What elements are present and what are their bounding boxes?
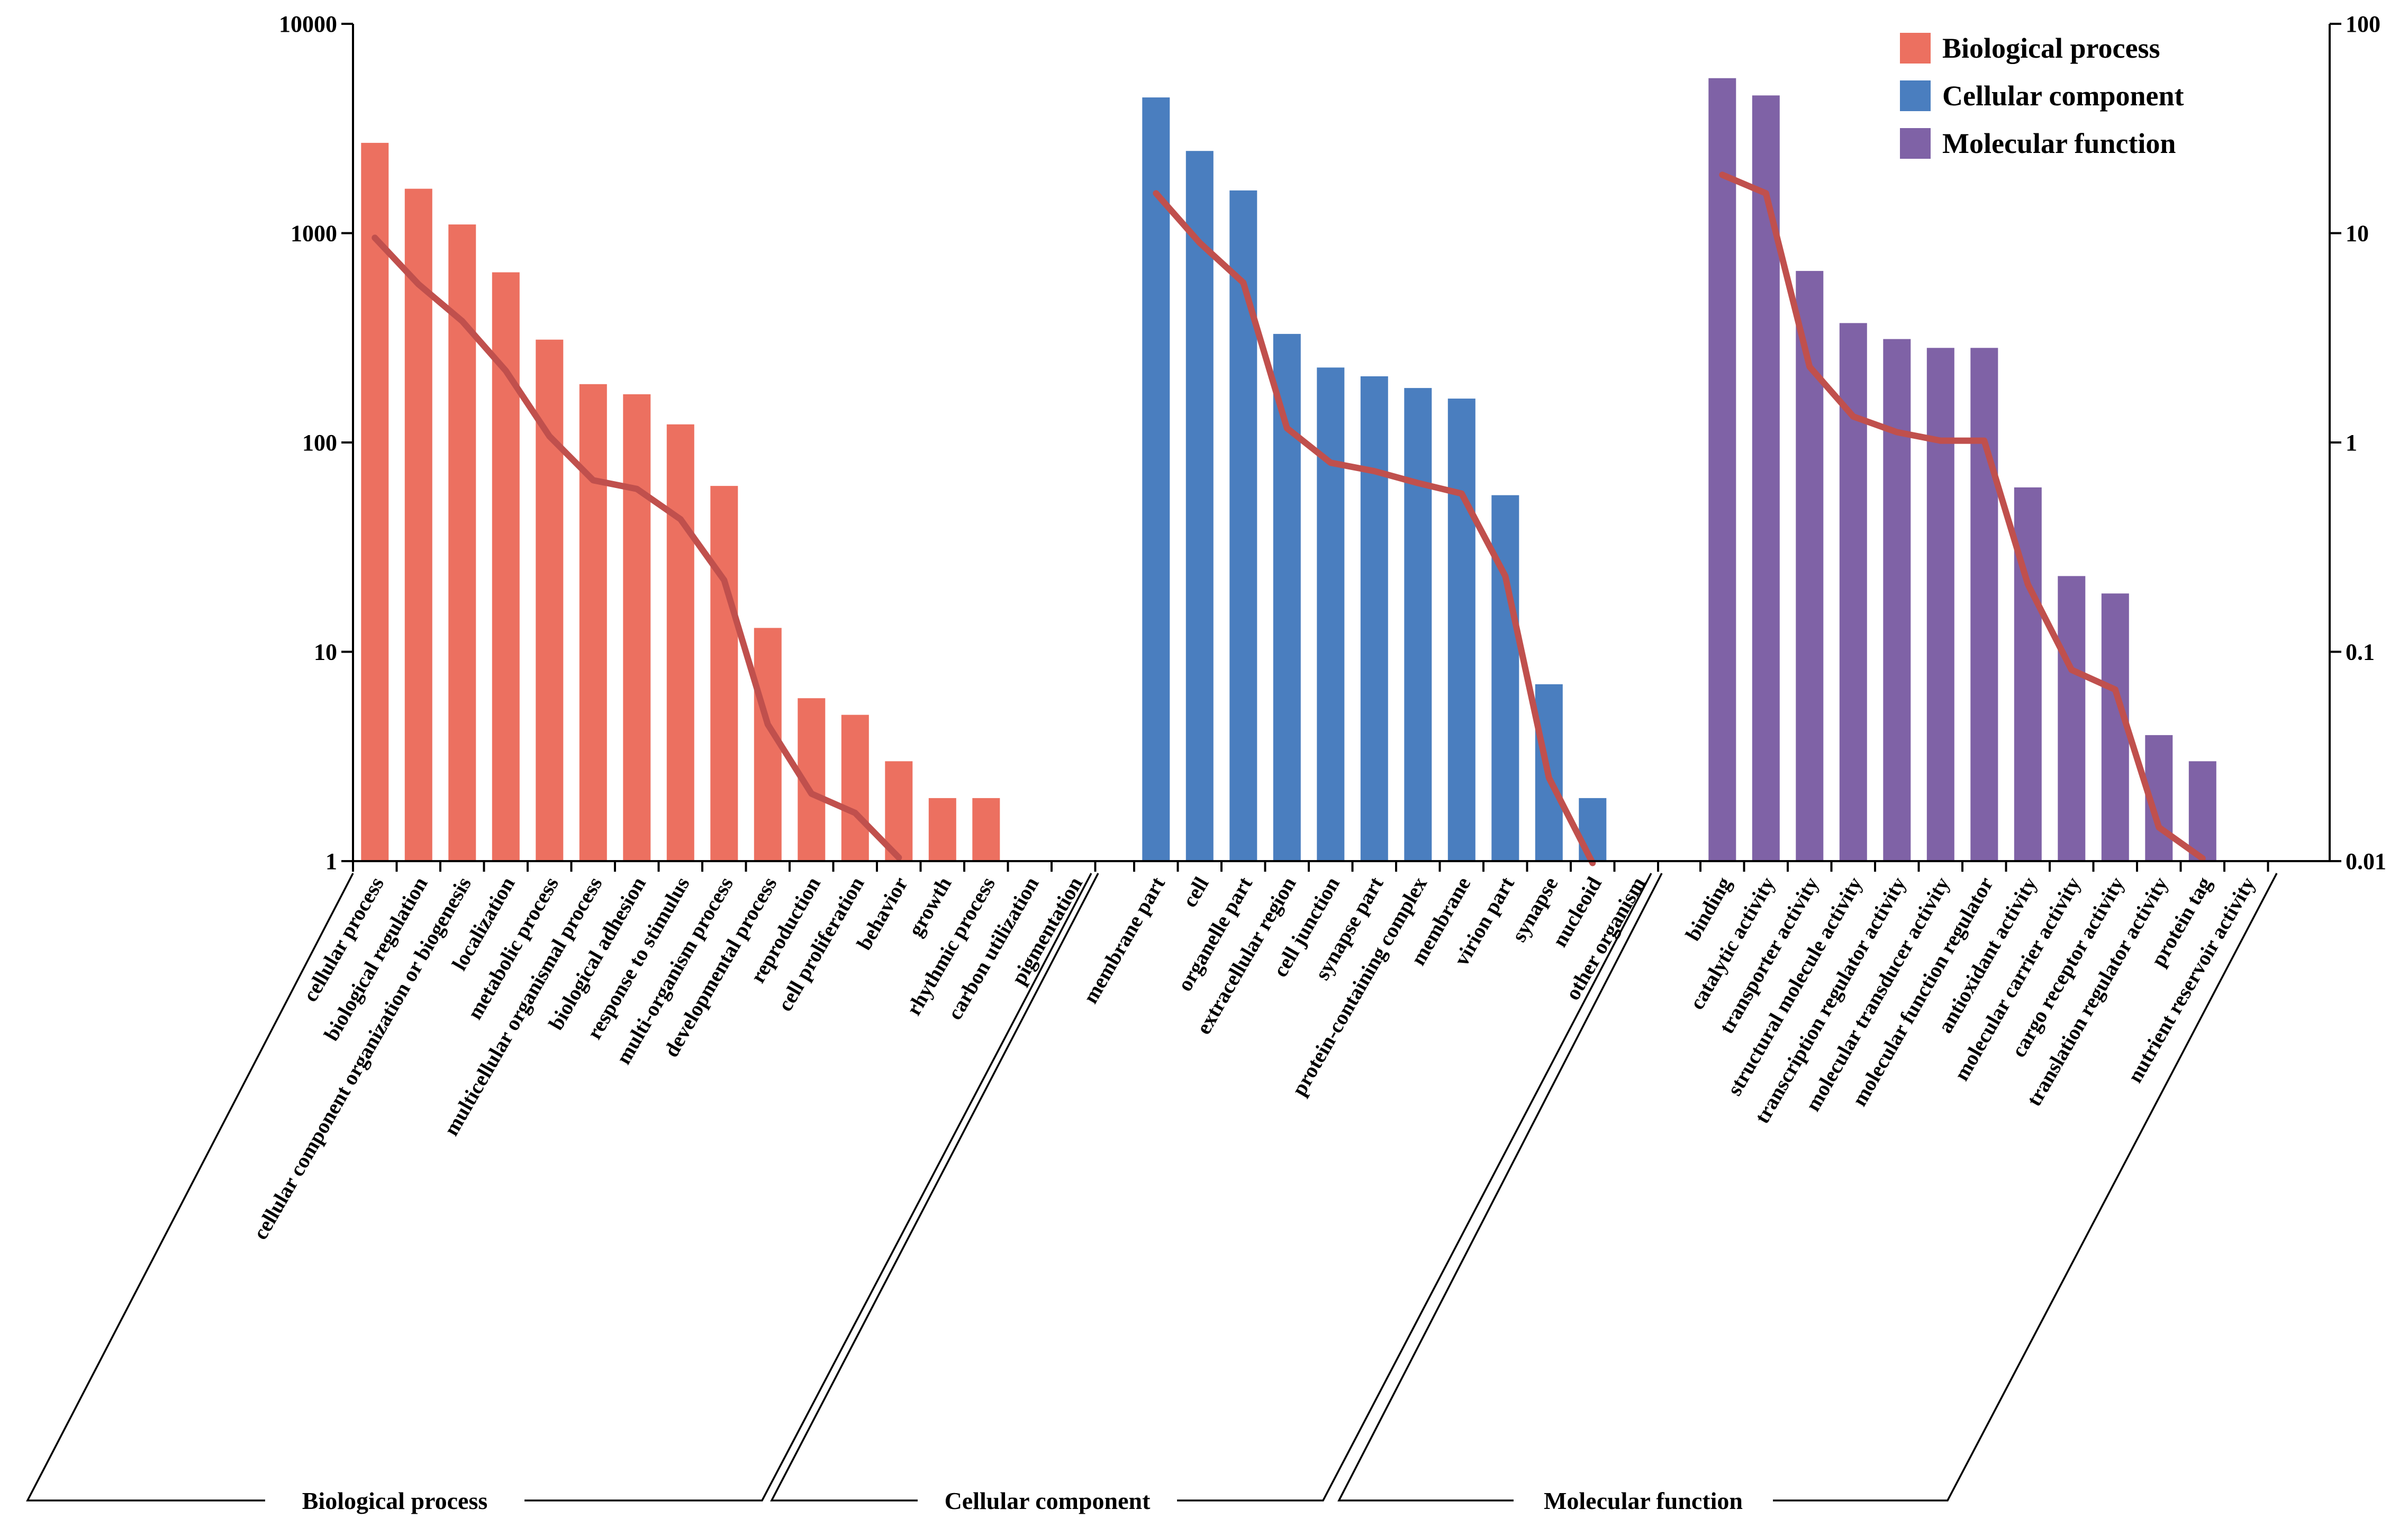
- group-bracket-left: [770, 873, 1099, 1502]
- bar-cell-junction: [1317, 367, 1345, 861]
- y-tick-label: 100: [302, 430, 337, 456]
- group-bracket-right: [1773, 873, 2278, 1502]
- group-label: Molecular function: [1544, 1487, 1743, 1514]
- y2-tick-label: 10: [2346, 221, 2369, 247]
- y-tick-label: 10: [314, 639, 337, 665]
- y2-tick-label: 0.01: [2346, 848, 2386, 874]
- bar-biological-regulation: [404, 188, 432, 862]
- group-label: Cellular component: [945, 1487, 1151, 1514]
- bar-molecular-function-regulator: [1970, 348, 1998, 861]
- y2-tick-label: 100: [2346, 11, 2380, 37]
- y-tick-label: 1: [325, 848, 337, 874]
- group-brackets-layer: Biological process Cellular component Mole…: [26, 873, 2278, 1514]
- bar-multicellular-organismal-process: [579, 384, 607, 861]
- bar-transcription-regulator-activity: [1883, 339, 1911, 861]
- bar-cell-proliferation: [841, 715, 869, 861]
- bar-cell: [1185, 151, 1214, 862]
- y2-tick-label: 0.1: [2346, 639, 2375, 665]
- bar-multi-organism-process: [710, 486, 738, 861]
- y-tick-label: 10000: [279, 11, 337, 37]
- category-label: membrane part: [1078, 872, 1170, 1007]
- axes-layer: 10000 1000 100 10 1 100 10 1 0.1 0.01: [279, 11, 2386, 874]
- bar-growth: [928, 798, 956, 861]
- y-tick-label: 1000: [291, 221, 337, 247]
- bar-rhythmic-process: [972, 798, 1000, 861]
- group-bracket-right: [524, 873, 1092, 1502]
- group-bracket-right: [1177, 873, 1652, 1502]
- bar-protein-containing-complex: [1404, 388, 1432, 861]
- trend-line-molecular-function: [1719, 171, 2206, 862]
- bar-extracellular-region: [1273, 333, 1301, 861]
- legend-swatch: [1900, 33, 1931, 64]
- bar-virion-part: [1491, 495, 1519, 861]
- legend: Biological process Cellular component Mole…: [1900, 32, 2184, 159]
- bar-catalytic-activity: [1752, 95, 1780, 861]
- group-bracket-left: [1337, 873, 1663, 1502]
- y2-tick-label: 1: [2346, 430, 2357, 456]
- legend-swatch: [1900, 128, 1931, 159]
- category-label: cell: [1178, 873, 1214, 911]
- bar-cellular-process: [361, 142, 389, 861]
- legend-label: Biological process: [1942, 32, 2160, 64]
- trend-line-cellular-component: [1153, 190, 1596, 866]
- group-label: Biological process: [302, 1487, 488, 1514]
- bar-membrane-part: [1142, 97, 1170, 862]
- bar-molecular-transducer-activity: [1926, 348, 1954, 861]
- bar-nucleoid: [1579, 798, 1607, 861]
- bar-response-to-stimulus: [666, 424, 694, 861]
- trend-lines-layer: [372, 171, 2206, 866]
- bar-synapse-part: [1360, 376, 1388, 861]
- bar-molecular-carrier-activity: [2058, 576, 2086, 861]
- group-bracket-left: [26, 873, 354, 1502]
- legend-swatch: [1900, 80, 1931, 111]
- legend-label: Cellular component: [1942, 80, 2184, 112]
- bar-protein-tag: [2188, 761, 2216, 861]
- trend-line-biological-process: [372, 234, 902, 861]
- bar-membrane: [1447, 399, 1475, 861]
- legend-label: Molecular function: [1942, 128, 2176, 159]
- bars-layer: [361, 78, 2216, 862]
- bar-biological-adhesion: [623, 394, 651, 861]
- bar-binding: [1708, 78, 1736, 862]
